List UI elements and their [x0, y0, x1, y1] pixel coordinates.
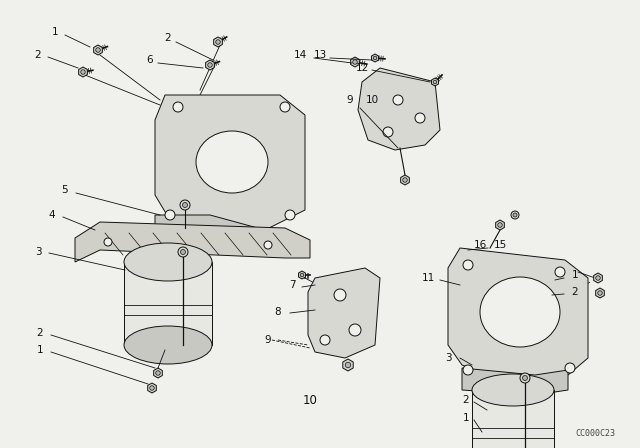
- Text: 5: 5: [61, 185, 68, 195]
- Circle shape: [182, 202, 188, 207]
- Polygon shape: [351, 57, 359, 67]
- Polygon shape: [448, 248, 588, 382]
- Polygon shape: [75, 222, 310, 262]
- Text: 11: 11: [421, 273, 435, 283]
- Polygon shape: [495, 220, 504, 230]
- Polygon shape: [93, 45, 102, 55]
- Text: 1: 1: [52, 27, 58, 37]
- Circle shape: [565, 363, 575, 373]
- Text: 2: 2: [463, 395, 469, 405]
- Circle shape: [513, 213, 517, 217]
- Circle shape: [511, 211, 519, 219]
- Ellipse shape: [124, 243, 212, 281]
- Polygon shape: [79, 67, 87, 77]
- Text: 1: 1: [36, 345, 44, 355]
- Circle shape: [264, 241, 272, 249]
- Text: 1: 1: [572, 270, 579, 280]
- Ellipse shape: [472, 374, 554, 406]
- Text: 4: 4: [49, 210, 55, 220]
- Polygon shape: [462, 368, 568, 395]
- Circle shape: [300, 273, 304, 277]
- Polygon shape: [205, 60, 214, 70]
- Polygon shape: [155, 95, 305, 235]
- Text: 7: 7: [289, 280, 295, 290]
- Circle shape: [353, 60, 357, 64]
- Polygon shape: [298, 271, 305, 279]
- Text: 3: 3: [445, 353, 451, 363]
- Polygon shape: [358, 68, 440, 150]
- Polygon shape: [372, 54, 378, 62]
- Circle shape: [463, 260, 473, 270]
- Text: CC000C23: CC000C23: [575, 429, 615, 438]
- Text: 15: 15: [493, 240, 507, 250]
- Bar: [124, 262, 212, 345]
- Circle shape: [216, 40, 220, 44]
- Polygon shape: [308, 268, 380, 358]
- Circle shape: [349, 324, 361, 336]
- Circle shape: [285, 210, 295, 220]
- Circle shape: [96, 48, 100, 52]
- Polygon shape: [148, 383, 156, 393]
- Bar: [472, 390, 554, 448]
- Text: 9: 9: [265, 335, 271, 345]
- Circle shape: [320, 335, 330, 345]
- Circle shape: [383, 127, 393, 137]
- Circle shape: [165, 210, 175, 220]
- Circle shape: [463, 365, 473, 375]
- Text: 10: 10: [303, 393, 317, 406]
- Text: 2: 2: [572, 287, 579, 297]
- Polygon shape: [596, 288, 604, 298]
- Text: 14: 14: [293, 50, 307, 60]
- Text: 2: 2: [36, 328, 44, 338]
- Polygon shape: [401, 175, 410, 185]
- Circle shape: [373, 56, 377, 60]
- Circle shape: [178, 247, 188, 257]
- Circle shape: [522, 375, 527, 380]
- Circle shape: [393, 95, 403, 105]
- Circle shape: [520, 373, 530, 383]
- Circle shape: [415, 113, 425, 123]
- Text: 13: 13: [314, 50, 326, 60]
- Polygon shape: [594, 273, 602, 283]
- Circle shape: [596, 276, 600, 280]
- Circle shape: [208, 63, 212, 67]
- Circle shape: [173, 102, 183, 112]
- Ellipse shape: [196, 131, 268, 193]
- Text: 2: 2: [164, 33, 172, 43]
- Text: 12: 12: [355, 63, 369, 73]
- Polygon shape: [155, 215, 265, 250]
- Circle shape: [334, 289, 346, 301]
- Text: 10: 10: [365, 95, 379, 105]
- Text: 1: 1: [463, 413, 469, 423]
- Text: 9: 9: [347, 95, 353, 105]
- Ellipse shape: [480, 277, 560, 347]
- Circle shape: [433, 80, 437, 84]
- Text: 6: 6: [147, 55, 154, 65]
- Circle shape: [180, 200, 190, 210]
- Circle shape: [81, 70, 85, 74]
- Circle shape: [498, 223, 502, 227]
- Text: 2: 2: [35, 50, 42, 60]
- Circle shape: [403, 178, 407, 182]
- Polygon shape: [214, 37, 222, 47]
- Circle shape: [156, 371, 160, 375]
- Polygon shape: [431, 78, 438, 86]
- Circle shape: [346, 362, 351, 368]
- Circle shape: [180, 250, 186, 254]
- Circle shape: [150, 386, 154, 390]
- Ellipse shape: [124, 326, 212, 364]
- Polygon shape: [154, 368, 163, 378]
- Text: 16: 16: [474, 240, 486, 250]
- Polygon shape: [343, 359, 353, 371]
- Text: 8: 8: [275, 307, 282, 317]
- Text: 3: 3: [35, 247, 42, 257]
- Circle shape: [555, 267, 565, 277]
- Circle shape: [104, 238, 112, 246]
- Circle shape: [598, 291, 602, 295]
- Circle shape: [280, 102, 290, 112]
